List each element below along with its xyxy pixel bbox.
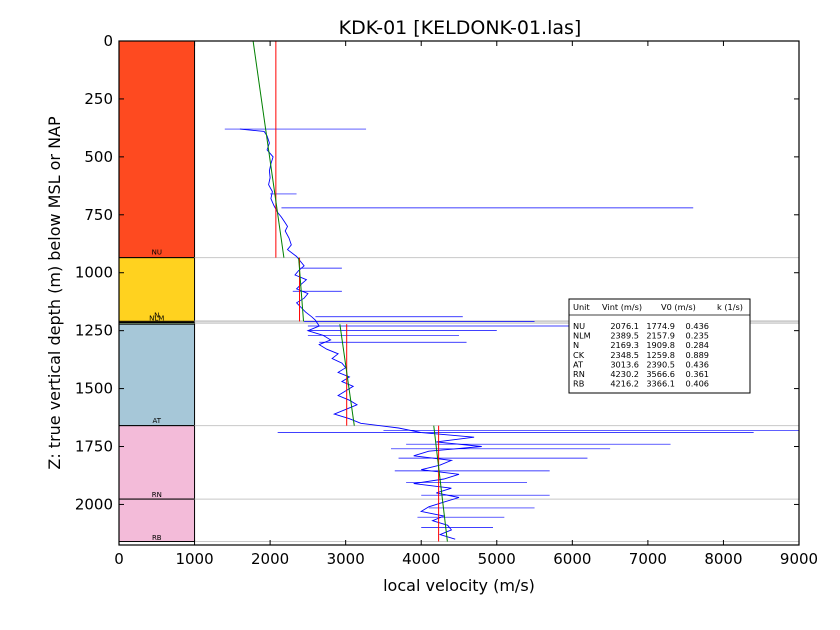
table-unit-cell: CK [573, 350, 585, 360]
unit-label-nu: NU [152, 248, 162, 256]
table-value-cell: 1909.8 [646, 340, 675, 350]
table-unit-cell: RB [573, 379, 585, 389]
x-tick-label: 1000 [175, 550, 213, 568]
table-header-cell: V0 (m/s) [661, 302, 696, 312]
v0-k-trend-nlm [298, 257, 305, 322]
v0-k-trend-at [339, 324, 355, 426]
table-value-cell: 1259.8 [646, 350, 675, 360]
table-unit-cell: AT [573, 359, 584, 369]
unit-label-nlm: NLM [149, 314, 164, 322]
unit-label-rn: RN [152, 491, 162, 499]
table-unit-cell: NLM [573, 331, 591, 341]
y-tick-label: 750 [84, 206, 113, 224]
velocity-log-trace [239, 128, 482, 540]
table-value-cell: 2076.1 [610, 321, 639, 331]
statistics-table: Unit Vint (m/s) V0 (m/s) k (1/s) NU 2076.1 177… [568, 298, 751, 394]
y-tick-label: 1250 [75, 322, 113, 340]
unit-block-at [118, 323, 196, 427]
unit-block-rn [118, 425, 196, 500]
unit-block-nu [118, 40, 196, 259]
unit-label-n: N [154, 311, 159, 319]
x-tick-label: 6000 [553, 550, 591, 568]
table-value-cell: 1774.9 [646, 321, 675, 331]
y-tick-label: 1500 [75, 380, 113, 398]
y-tick-label: 250 [84, 90, 113, 108]
unit-label-rb: RB [152, 534, 162, 542]
table-value-cell: 4230.2 [610, 369, 639, 379]
table-value-cell: 0.361 [686, 369, 709, 379]
table-value-cell: 2389.5 [610, 331, 639, 341]
table-value-cell: 3566.6 [646, 369, 675, 379]
table-value-cell: 0.436 [686, 359, 709, 369]
v0-k-trend-rn [433, 425, 448, 542]
unit-label-at: AT [153, 417, 162, 425]
x-tick-label: 7000 [629, 550, 667, 568]
table-value-cell: 0.436 [686, 321, 709, 331]
table-value-cell: 0.889 [686, 350, 709, 360]
table-value-cell: 4216.2 [610, 379, 639, 389]
y-tick-label: 1750 [75, 438, 113, 456]
table-value-cell: 0.235 [686, 331, 709, 341]
table-unit-cell: N [573, 340, 579, 350]
table-unit-cell: RN [573, 369, 585, 379]
y-axis-label: Z: true vertical depth (m) below MSL or … [45, 116, 64, 470]
y-tick-label: 500 [84, 148, 113, 166]
x-axis-label: local velocity (m/s) [383, 576, 535, 595]
table-header-cell: Unit [573, 302, 590, 312]
table-value-cell: 3366.1 [646, 379, 675, 389]
y-tick-label: 2000 [75, 495, 113, 513]
x-tick-label: 5000 [478, 550, 516, 568]
x-tick-label: 3000 [327, 550, 365, 568]
unit-block-rb [118, 498, 196, 543]
x-tick-label: 4000 [402, 550, 440, 568]
x-tick-label: 2000 [251, 550, 289, 568]
v0-k-trend-nu [252, 40, 285, 258]
table-value-cell: 2169.3 [610, 340, 639, 350]
x-tick-label: 8000 [704, 550, 742, 568]
x-tick-label: 0 [114, 550, 124, 568]
unit-block-nlm [118, 257, 196, 322]
chart-title: KDK-01 [KELDONK-01.las] [339, 17, 582, 39]
plot-frame [118, 40, 800, 546]
table-value-cell: 2390.5 [646, 359, 675, 369]
table-value-cell: 3013.6 [610, 359, 639, 369]
table-header-cell: Vint (m/s) [602, 302, 642, 312]
table-value-cell: 2157.9 [646, 331, 675, 341]
y-tick-label: 0 [103, 32, 113, 50]
y-tick-label: 1000 [75, 264, 113, 282]
table-value-cell: 2348.5 [610, 350, 639, 360]
x-tick-label: 9000 [780, 550, 818, 568]
table-header-cell: k (1/s) [717, 302, 743, 312]
table-unit-cell: NU [573, 321, 585, 331]
table-value-cell: 0.406 [686, 379, 709, 389]
table-value-cell: 0.284 [686, 340, 709, 350]
